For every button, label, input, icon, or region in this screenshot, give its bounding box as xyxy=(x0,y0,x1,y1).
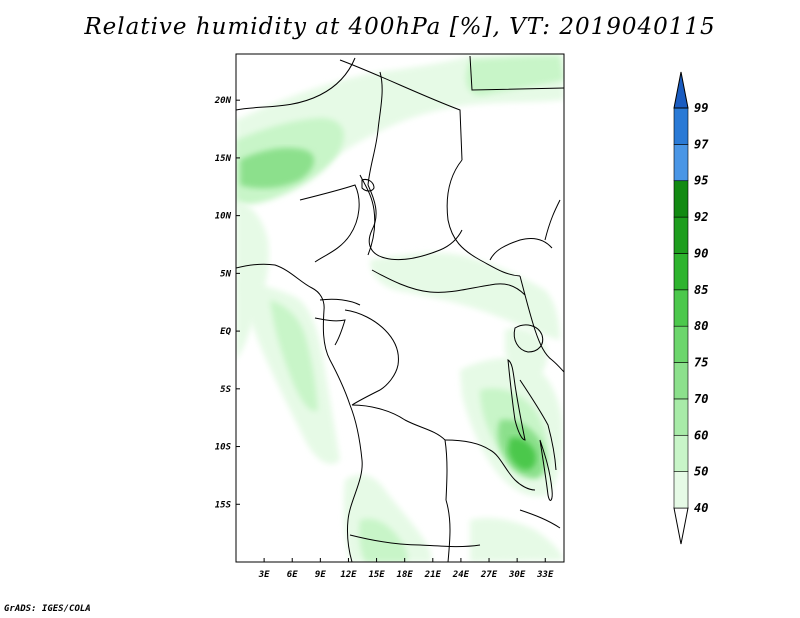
colorbar-over-triangle xyxy=(673,71,689,109)
border-zambia-drc xyxy=(444,439,536,491)
y-axis-ticks: 20N 15N 10N 5N EQ 5S 10S 15S xyxy=(214,96,240,510)
colorbar-level-label: 60 xyxy=(694,428,708,442)
colorbar-bin xyxy=(673,434,689,472)
chart-title: Relative humidity at 400hPa [%], VT: 201… xyxy=(84,14,716,40)
humidity-area-south-core xyxy=(359,518,408,562)
border-drc-angola xyxy=(351,404,448,501)
humidity-area-malawi-peak xyxy=(508,437,536,470)
lake-tanganyika xyxy=(507,359,526,441)
credit-label: GrADS: IGES/COLA xyxy=(4,604,91,614)
humidity-area-west-coast xyxy=(236,200,269,360)
colorbar-level-label: 50 xyxy=(694,465,708,479)
lake-victoria xyxy=(513,324,544,353)
border-ethiopia xyxy=(544,199,561,241)
colorbar-level-label: 95 xyxy=(694,174,708,188)
country-borders xyxy=(236,55,564,562)
humidity-area-sahel-core xyxy=(240,148,315,189)
y-tick-label: 5S xyxy=(220,385,231,395)
y-tick-label: 10S xyxy=(215,443,232,453)
colorbar-bin xyxy=(673,216,689,254)
x-tick-label: 21E xyxy=(424,570,442,580)
x-tick-label: 9E xyxy=(315,570,326,580)
colorbar-level-label: 99 xyxy=(694,101,708,115)
colorbar-bin xyxy=(673,180,689,218)
colorbar-level-label: 40 xyxy=(694,501,708,515)
colorbar-bin xyxy=(673,144,689,182)
border-niger-chad xyxy=(367,71,383,186)
colorbar-bin xyxy=(673,362,689,400)
y-tick-label: EQ xyxy=(220,327,231,337)
x-tick-label: 27E xyxy=(480,570,498,580)
x-tick-label: 24E xyxy=(452,570,470,580)
colorbar-bin xyxy=(673,471,689,509)
colorbar-level-label: 70 xyxy=(694,392,708,406)
border-tanzania xyxy=(519,379,557,471)
border-angola-namibia xyxy=(349,534,481,548)
x-axis-ticks: 3E 6E 9E 12E 15E 18E 21E 24E 27E 30E 33E xyxy=(258,558,554,580)
humidity-area-ne xyxy=(465,56,564,96)
colorbar: 40 50 60 70 75 80 85 90 92 95 97 99 xyxy=(673,71,709,545)
colorbar-level-label: 92 xyxy=(694,210,708,224)
y-tick-label: 20N xyxy=(214,96,232,106)
border-cameroon-gabon xyxy=(319,298,361,306)
border-congo-drc xyxy=(344,309,399,406)
humidity-area-atlantic-core xyxy=(270,300,318,411)
border-chad-car xyxy=(367,184,463,261)
border-mozambique xyxy=(519,509,561,529)
lake-malawi xyxy=(539,439,553,501)
border-sudan-south xyxy=(489,237,553,261)
colorbar-bin xyxy=(673,107,689,145)
lake-chad xyxy=(361,179,375,192)
x-tick-label: 15E xyxy=(368,570,385,580)
y-tick-label: 5N xyxy=(220,269,231,279)
colorbar-under-triangle xyxy=(673,507,689,545)
humidity-area-southeast xyxy=(470,518,564,562)
y-tick-label: 10N xyxy=(215,212,232,222)
y-tick-label: 15N xyxy=(215,154,232,164)
border-car-drc xyxy=(371,269,526,296)
colorbar-level-label: 75 xyxy=(694,356,708,370)
colorbar-bin xyxy=(673,289,689,327)
coastline-west-africa xyxy=(236,263,363,562)
border-angola-zambia xyxy=(445,499,451,562)
humidity-area-central xyxy=(370,252,560,340)
x-tick-label: 18E xyxy=(397,570,414,580)
colorbar-level-label: 85 xyxy=(694,283,708,297)
x-tick-label: 33E xyxy=(536,570,554,580)
border-gabon xyxy=(314,317,346,346)
colorbar-bin xyxy=(673,398,689,436)
border-nigeria-cameroon xyxy=(299,184,360,263)
x-tick-label: 6E xyxy=(287,570,298,580)
colorbar-level-label: 97 xyxy=(694,137,709,151)
x-tick-label: 30E xyxy=(508,570,526,580)
border-nile xyxy=(359,174,376,256)
border-mali-niger xyxy=(236,57,356,111)
humidity-shading xyxy=(236,54,564,562)
map-frame xyxy=(235,53,565,563)
x-tick-label: 3E xyxy=(258,570,270,580)
x-tick-label: 12E xyxy=(340,570,357,580)
colorbar-bin xyxy=(673,253,689,291)
border-sudan-west xyxy=(446,159,521,277)
border-east-africa xyxy=(519,275,564,373)
colorbar-level-label: 80 xyxy=(694,319,708,333)
colorbar-bin xyxy=(673,325,689,363)
y-tick-label: 15S xyxy=(215,500,232,510)
border-libya-chad xyxy=(339,59,463,161)
border-egypt-sudan xyxy=(469,55,564,91)
colorbar-level-label: 90 xyxy=(694,246,708,260)
